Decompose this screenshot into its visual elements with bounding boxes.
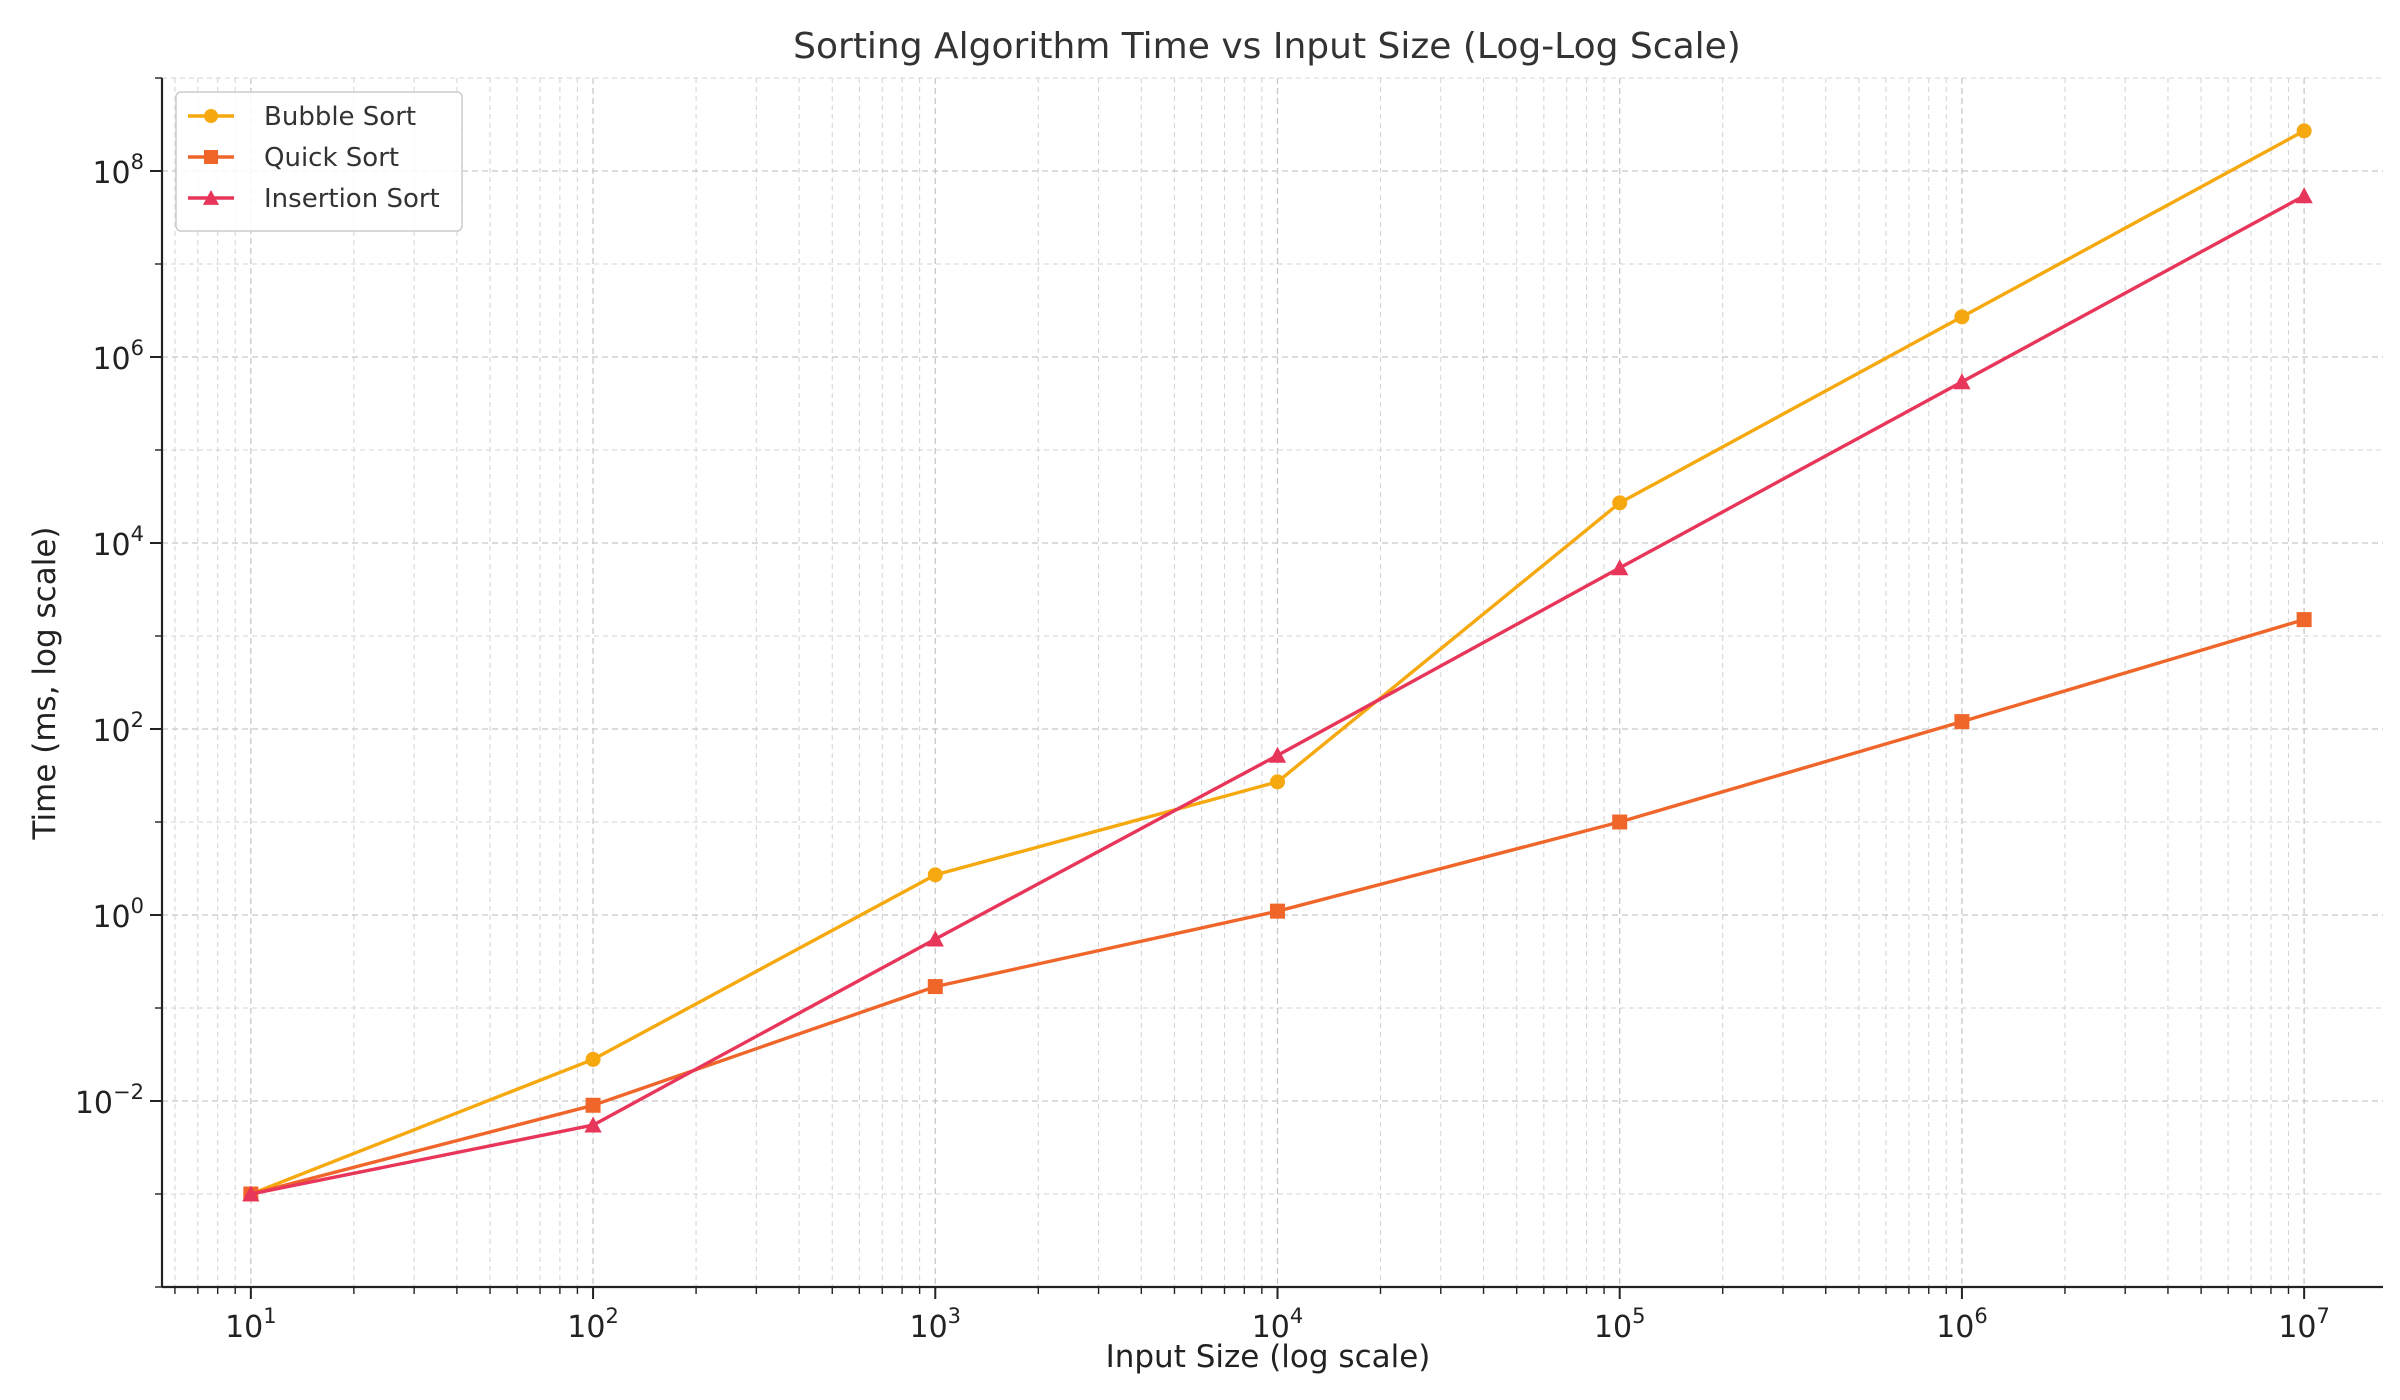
y-tick-label: 102: [92, 708, 144, 749]
legend-item-bubble-sort: Bubble Sort: [188, 102, 416, 132]
series-line-insertion-sort: [250, 194, 2305, 1196]
x-tick-label: 105: [1594, 1304, 1646, 1345]
chart-title: Sorting Algorithm Time vs Input Size (Lo…: [793, 26, 1741, 67]
data-point-quick-sort: [2296, 612, 2312, 628]
data-point-insertion-sort: [926, 930, 944, 947]
data-point-insertion-sort: [2295, 187, 2313, 204]
x-tick-label: 106: [1936, 1304, 1988, 1345]
data-point-quick-sort: [927, 979, 943, 995]
x-tick-label: 107: [2278, 1304, 2330, 1345]
legend-label-quick-sort: Quick Sort: [264, 143, 399, 173]
data-point-quick-sort: [1612, 814, 1628, 830]
legend-label-insertion-sort: Insertion Sort: [264, 184, 440, 214]
grid: [162, 77, 2383, 1288]
legend: Bubble Sort Quick Sort Insertion Sort: [175, 91, 463, 232]
data-point-quick-sort: [1269, 903, 1285, 919]
legend-marker-bubble-sort: [204, 109, 218, 123]
series-insertion-sort: [242, 187, 2313, 1202]
y-tick-label: 10−2: [75, 1080, 144, 1121]
data-point-bubble-sort: [1954, 309, 1970, 325]
legend-item-quick-sort: Quick Sort: [188, 143, 399, 173]
data-point-bubble-sort: [1269, 774, 1285, 790]
legend-box: [175, 91, 463, 232]
y-tick-label: 104: [92, 522, 144, 563]
data-point-insertion-sort: [1611, 559, 1629, 576]
series-layer: [242, 123, 2313, 1202]
data-point-bubble-sort: [1612, 495, 1628, 511]
data-point-insertion-sort: [584, 1116, 602, 1133]
series-quick-sort: [243, 612, 2312, 1202]
data-point-bubble-sort: [585, 1051, 601, 1067]
x-tick-label: 102: [567, 1304, 619, 1345]
legend-marker-insertion-sort: [202, 189, 220, 205]
x-tick-label: 101: [225, 1304, 277, 1345]
data-point-quick-sort: [585, 1097, 601, 1113]
series-bubble-sort: [243, 123, 2312, 1202]
ticks: 101 102 103 104 105 106 107 10−2 100 102 104 106 108: [75, 77, 2330, 1345]
legend-label-bubble-sort: Bubble Sort: [264, 102, 416, 132]
data-point-bubble-sort: [2296, 123, 2312, 139]
data-point-bubble-sort: [927, 867, 943, 883]
data-point-insertion-sort: [242, 1185, 260, 1202]
x-axis-label: Input Size (log scale): [1106, 1339, 1431, 1375]
x-tick-label: 103: [909, 1304, 961, 1345]
x-tick-label: 104: [1252, 1304, 1304, 1345]
data-point-insertion-sort: [1268, 746, 1287, 763]
data-point-insertion-sort: [1953, 373, 1971, 390]
y-tick-label: 108: [92, 150, 144, 191]
y-tick-label: 106: [92, 336, 144, 377]
y-tick-label: 100: [92, 894, 144, 935]
data-point-quick-sort: [1954, 714, 1970, 730]
legend-item-insertion-sort: Insertion Sort: [188, 184, 440, 214]
legend-marker-quick-sort: [204, 150, 218, 164]
y-axis-label: Time (ms, log scale): [27, 527, 63, 841]
axes: [160, 78, 2383, 1289]
